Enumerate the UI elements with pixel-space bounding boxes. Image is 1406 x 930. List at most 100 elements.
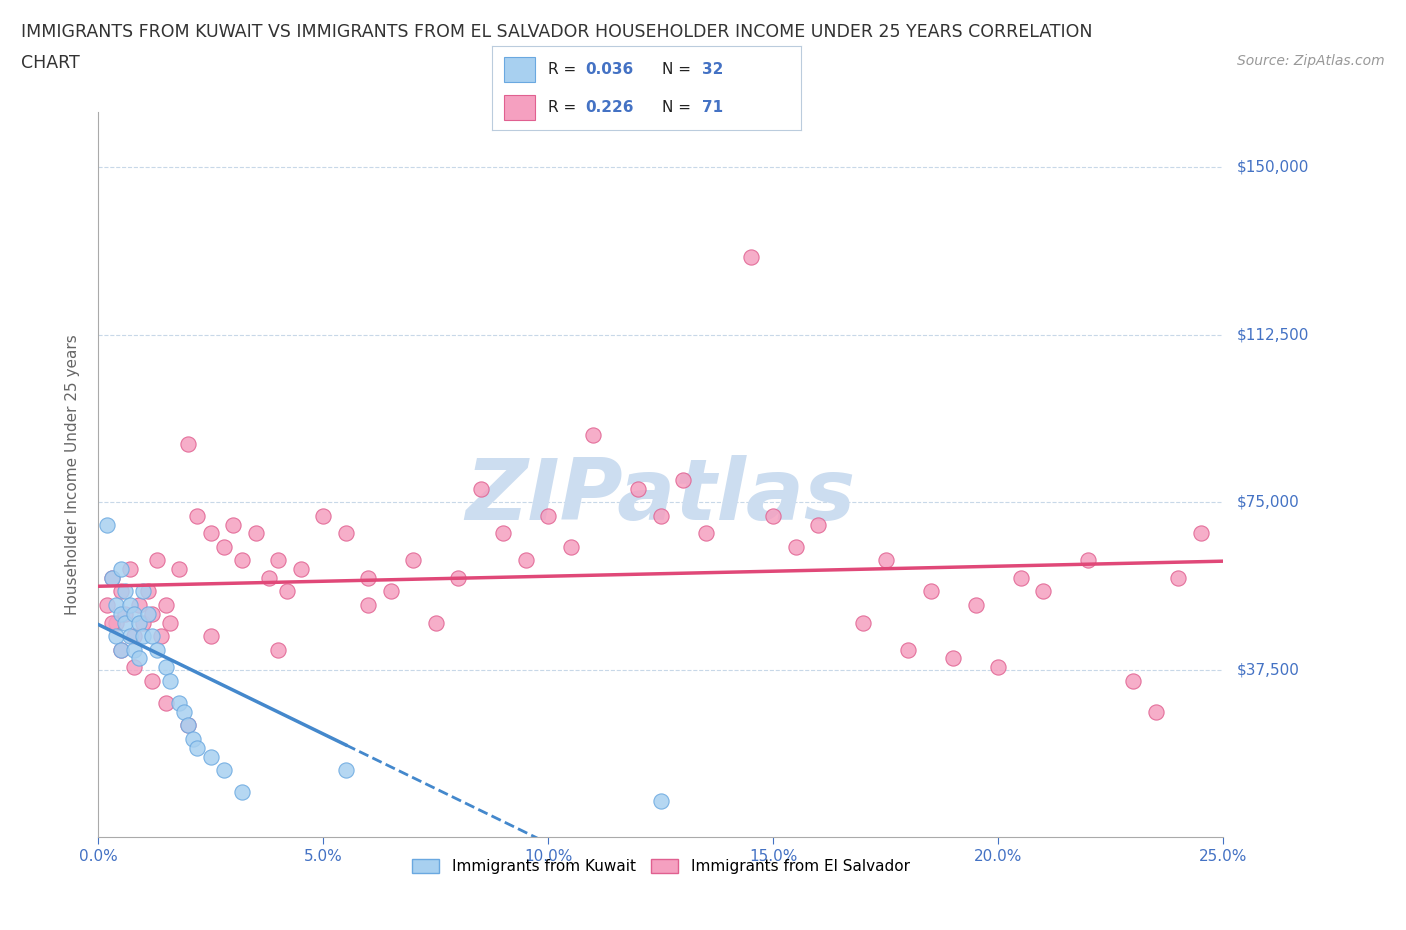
- Point: [492, 526, 515, 541]
- Point: [582, 428, 605, 443]
- Text: 0.226: 0.226: [585, 100, 633, 115]
- Point: [136, 606, 159, 621]
- Text: CHART: CHART: [21, 54, 80, 72]
- Point: [186, 740, 208, 755]
- Text: 32: 32: [703, 61, 724, 76]
- Point: [118, 629, 141, 644]
- Point: [447, 571, 470, 586]
- Point: [105, 629, 128, 644]
- Point: [110, 606, 132, 621]
- Point: [965, 597, 987, 612]
- Point: [110, 584, 132, 599]
- Point: [259, 571, 281, 586]
- Bar: [505, 57, 536, 82]
- Point: [897, 642, 920, 657]
- Point: [105, 616, 128, 631]
- Text: N =: N =: [662, 100, 696, 115]
- Point: [425, 616, 447, 631]
- Point: [169, 696, 191, 711]
- Text: 71: 71: [703, 100, 724, 115]
- Point: [110, 562, 132, 577]
- Text: ZIPatlas: ZIPatlas: [465, 455, 856, 538]
- Point: [110, 642, 132, 657]
- Point: [128, 616, 150, 631]
- Point: [141, 673, 163, 688]
- Point: [222, 517, 245, 532]
- Point: [1010, 571, 1032, 586]
- Point: [141, 606, 163, 621]
- Point: [200, 526, 222, 541]
- Point: [124, 642, 146, 657]
- Text: Source: ZipAtlas.com: Source: ZipAtlas.com: [1237, 54, 1385, 68]
- Point: [146, 642, 169, 657]
- Point: [267, 642, 290, 657]
- Point: [560, 539, 582, 554]
- Point: [875, 552, 897, 567]
- Point: [987, 660, 1010, 675]
- Point: [159, 616, 181, 631]
- Point: [132, 629, 155, 644]
- Point: [357, 571, 380, 586]
- Point: [177, 718, 200, 733]
- Point: [146, 552, 169, 567]
- Point: [124, 660, 146, 675]
- Point: [110, 642, 132, 657]
- Point: [627, 482, 650, 497]
- Point: [159, 673, 181, 688]
- Point: [852, 616, 875, 631]
- Point: [105, 597, 128, 612]
- Text: $150,000: $150,000: [1237, 160, 1309, 175]
- Point: [181, 731, 204, 746]
- Point: [695, 526, 717, 541]
- Point: [920, 584, 942, 599]
- Point: [132, 584, 155, 599]
- Point: [214, 539, 236, 554]
- Point: [335, 763, 357, 777]
- Point: [942, 651, 965, 666]
- Point: [114, 616, 136, 631]
- Point: [245, 526, 267, 541]
- Point: [1032, 584, 1054, 599]
- Point: [1122, 673, 1144, 688]
- Point: [762, 508, 785, 523]
- Text: $112,500: $112,500: [1237, 327, 1309, 342]
- Point: [335, 526, 357, 541]
- Point: [136, 584, 159, 599]
- Point: [169, 562, 191, 577]
- Point: [114, 606, 136, 621]
- Point: [267, 552, 290, 567]
- Point: [214, 763, 236, 777]
- Bar: [505, 95, 536, 120]
- Point: [231, 552, 253, 567]
- Text: $75,000: $75,000: [1237, 495, 1301, 510]
- Y-axis label: Householder Income Under 25 years: Householder Income Under 25 years: [65, 334, 80, 615]
- Text: R =: R =: [548, 61, 581, 76]
- Point: [177, 437, 200, 452]
- Text: $37,500: $37,500: [1237, 662, 1301, 677]
- Point: [177, 718, 200, 733]
- Point: [1144, 705, 1167, 720]
- Point: [470, 482, 492, 497]
- Text: N =: N =: [662, 61, 696, 76]
- Point: [402, 552, 425, 567]
- Point: [650, 794, 672, 809]
- Point: [186, 508, 208, 523]
- Point: [155, 660, 177, 675]
- Point: [515, 552, 537, 567]
- Point: [96, 597, 118, 612]
- Point: [114, 584, 136, 599]
- Point: [128, 651, 150, 666]
- Point: [96, 517, 118, 532]
- Point: [650, 508, 672, 523]
- Point: [124, 629, 146, 644]
- Point: [1167, 571, 1189, 586]
- Point: [128, 597, 150, 612]
- Point: [101, 571, 124, 586]
- Point: [124, 606, 146, 621]
- Point: [200, 629, 222, 644]
- Point: [173, 705, 195, 720]
- Point: [155, 597, 177, 612]
- Text: IMMIGRANTS FROM KUWAIT VS IMMIGRANTS FROM EL SALVADOR HOUSEHOLDER INCOME UNDER 2: IMMIGRANTS FROM KUWAIT VS IMMIGRANTS FRO…: [21, 23, 1092, 41]
- Point: [357, 597, 380, 612]
- Point: [118, 562, 141, 577]
